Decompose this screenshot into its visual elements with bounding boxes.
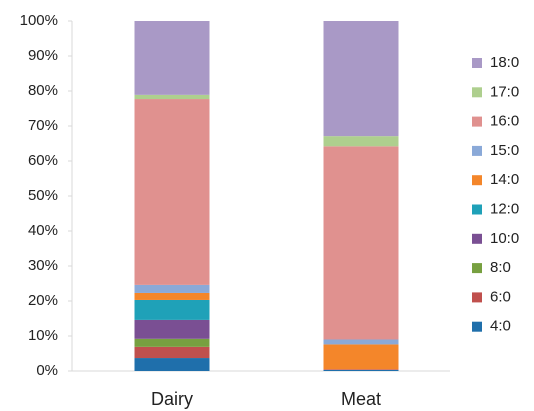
- bar-segment: [134, 299, 210, 320]
- legend-label: 16:0: [490, 113, 519, 130]
- legend-swatch: [472, 263, 482, 274]
- x-tick-label: Dairy: [151, 389, 193, 409]
- legend-label: 15:0: [490, 142, 519, 159]
- legend-swatch: [472, 87, 482, 98]
- legend-swatch: [472, 175, 482, 186]
- legend-label: 6:0: [490, 288, 511, 305]
- y-tick-label: 90%: [28, 47, 58, 64]
- legend-swatch: [472, 204, 482, 215]
- bar-segment: [323, 344, 399, 370]
- legend-label: 17:0: [490, 83, 519, 100]
- legend-swatch: [472, 58, 482, 68]
- legend-swatch: [472, 233, 482, 244]
- bar-segment: [134, 338, 210, 347]
- bar-segment: [134, 99, 210, 285]
- legend-label: 14:0: [490, 171, 519, 188]
- legend-label: 8:0: [490, 259, 511, 276]
- bar-segment: [134, 94, 210, 100]
- bar-segment: [323, 146, 399, 340]
- y-tick-label: 20%: [28, 292, 58, 309]
- bar-segment: [323, 369, 399, 370]
- legend-label: 4:0: [490, 318, 511, 335]
- bar-segment: [134, 284, 210, 293]
- bar-segment: [134, 21, 210, 95]
- bar-segment: [134, 319, 210, 339]
- bar-segment: [134, 346, 210, 359]
- y-tick-label: 50%: [28, 187, 58, 204]
- bar-segment: [134, 358, 210, 371]
- x-tick-label: Meat: [341, 389, 381, 409]
- y-tick-label: 0%: [36, 362, 58, 379]
- legend-label: 10:0: [490, 230, 519, 247]
- bar-segment: [323, 339, 399, 345]
- legend-swatch: [472, 292, 482, 303]
- bar-segment: [134, 292, 210, 300]
- y-tick-label: 40%: [28, 222, 58, 239]
- y-tick-label: 30%: [28, 257, 58, 274]
- bar-segment: [323, 136, 399, 147]
- bar-segment: [323, 21, 399, 137]
- legend-swatch: [472, 321, 482, 332]
- y-tick-label: 80%: [28, 82, 58, 99]
- y-tick-label: 10%: [28, 327, 58, 344]
- y-tick-label: 70%: [28, 117, 58, 134]
- legend-swatch: [472, 145, 482, 156]
- y-tick-label: 100%: [20, 12, 58, 29]
- legend-swatch: [472, 116, 482, 127]
- legend-label: 18:0: [490, 54, 519, 71]
- y-tick-label: 60%: [28, 152, 58, 169]
- bar-segment: [323, 369, 399, 371]
- legend-label: 12:0: [490, 200, 519, 217]
